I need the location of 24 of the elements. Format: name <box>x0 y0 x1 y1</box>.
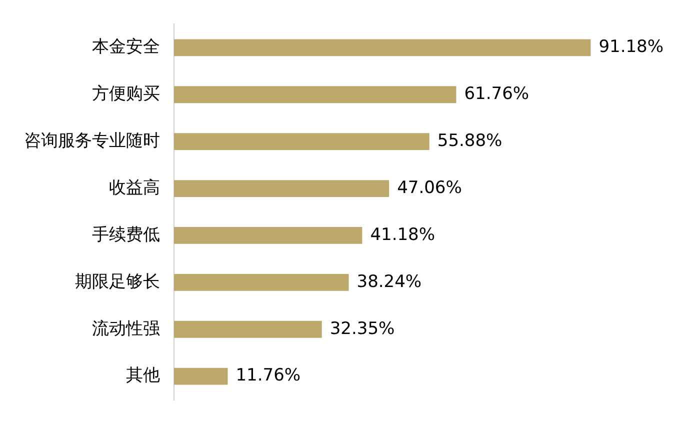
data-label: 41.18% <box>370 224 436 245</box>
y-tick-label: 方便购买 <box>92 84 160 104</box>
y-tick-label: 流动性强 <box>92 318 160 339</box>
bar <box>174 227 362 244</box>
data-label: 11.76% <box>236 366 301 386</box>
data-label: 61.76% <box>464 84 530 104</box>
y-tick-label: 收益高 <box>109 178 160 198</box>
bar <box>174 274 349 291</box>
bar <box>174 133 430 150</box>
data-label: 32.35% <box>330 318 395 339</box>
y-tick-label: 期限足够长 <box>75 272 160 292</box>
data-label: 38.24% <box>356 272 422 292</box>
y-tick-label: 咨询服务专业随时 <box>24 130 160 151</box>
bar <box>174 39 591 56</box>
bar <box>174 368 228 385</box>
data-label: 91.18% <box>598 37 664 58</box>
data-label: 47.06% <box>397 178 462 198</box>
data-label: 55.88% <box>437 130 502 151</box>
y-tick-label: 其他 <box>126 366 160 386</box>
bar <box>174 86 456 104</box>
bar <box>174 180 390 197</box>
y-tick-label: 本金安全 <box>92 37 160 58</box>
y-tick-label: 手续费低 <box>92 224 160 245</box>
bar <box>174 320 322 338</box>
